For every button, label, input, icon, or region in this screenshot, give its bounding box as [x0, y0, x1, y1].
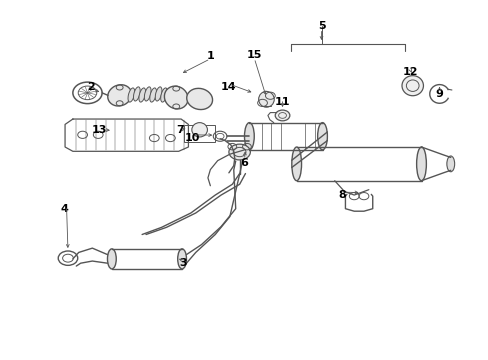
Text: 13: 13: [91, 125, 107, 135]
Ellipse shape: [291, 147, 301, 181]
Ellipse shape: [164, 86, 188, 109]
Text: 5: 5: [317, 21, 325, 31]
Text: 11: 11: [274, 97, 290, 107]
Ellipse shape: [177, 249, 186, 269]
Text: 4: 4: [60, 204, 68, 214]
Ellipse shape: [446, 156, 454, 172]
Text: 1: 1: [206, 51, 214, 61]
Ellipse shape: [401, 76, 423, 96]
Ellipse shape: [107, 249, 116, 269]
Ellipse shape: [258, 91, 274, 107]
Ellipse shape: [107, 85, 131, 106]
Ellipse shape: [186, 88, 212, 109]
Ellipse shape: [317, 123, 327, 150]
Ellipse shape: [149, 88, 156, 102]
Text: 9: 9: [435, 89, 443, 99]
Ellipse shape: [144, 87, 151, 101]
Text: 3: 3: [180, 258, 187, 268]
Ellipse shape: [128, 88, 134, 102]
Ellipse shape: [416, 147, 426, 181]
Text: 15: 15: [246, 50, 262, 60]
Bar: [183, 125, 215, 142]
Ellipse shape: [228, 144, 250, 160]
Ellipse shape: [161, 88, 167, 102]
Ellipse shape: [139, 88, 145, 102]
Ellipse shape: [275, 110, 289, 121]
Text: 2: 2: [87, 82, 95, 92]
Text: 6: 6: [240, 158, 248, 168]
Ellipse shape: [244, 123, 254, 150]
Text: 10: 10: [184, 133, 200, 143]
Text: 8: 8: [338, 190, 345, 200]
Text: 7: 7: [176, 125, 183, 135]
Ellipse shape: [133, 87, 140, 101]
Ellipse shape: [155, 87, 162, 101]
Text: 12: 12: [402, 67, 417, 77]
Ellipse shape: [191, 123, 207, 137]
Text: 14: 14: [221, 82, 236, 92]
